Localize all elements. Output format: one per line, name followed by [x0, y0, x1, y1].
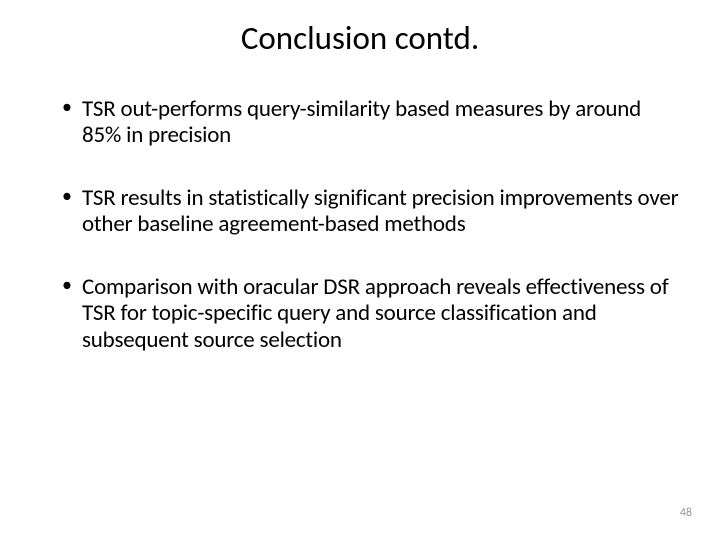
page-number: 48 [680, 506, 692, 520]
bullet-item: TSR results in statistically significant… [62, 185, 680, 238]
bullet-item: TSR out-performs query-similarity based … [62, 96, 680, 149]
slide-container: Conclusion contd. TSR out-performs query… [0, 0, 720, 540]
bullet-item: Comparison with oracular DSR approach re… [62, 274, 680, 353]
slide-title: Conclusion contd. [40, 18, 680, 58]
bullet-list: TSR out-performs query-similarity based … [40, 96, 680, 353]
